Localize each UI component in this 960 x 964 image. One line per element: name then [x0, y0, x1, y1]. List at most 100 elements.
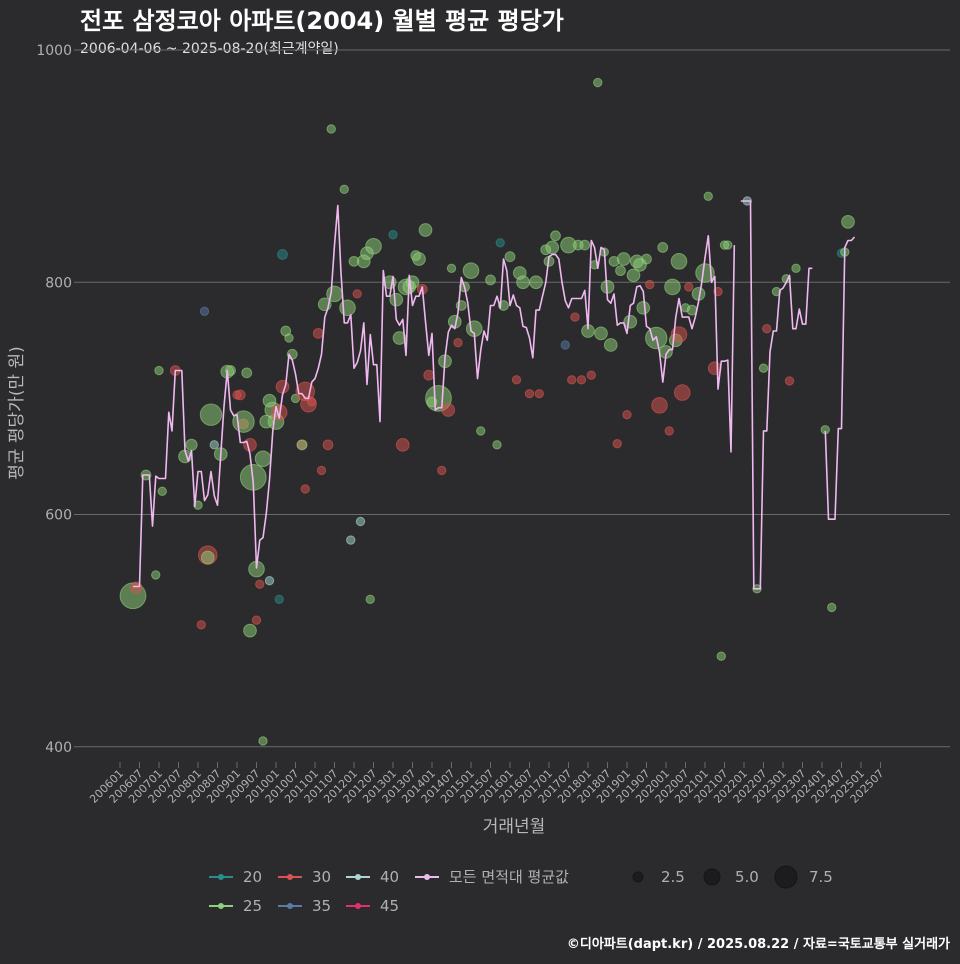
- scatter-point: [673, 384, 691, 401]
- scatter-point: [593, 77, 603, 88]
- scatter-point: [185, 438, 198, 451]
- scatter-point: [241, 367, 253, 379]
- y-tick-label: 400: [45, 740, 72, 756]
- scatter-point: [355, 516, 366, 527]
- scatter-point: [234, 389, 246, 401]
- scatter-point: [623, 314, 638, 329]
- scatter-point: [254, 450, 272, 468]
- scatter-point: [339, 184, 349, 195]
- scatter-point: [612, 439, 622, 449]
- average-line-group: [133, 200, 856, 590]
- scatter-point: [365, 237, 382, 255]
- scatter-point: [784, 376, 795, 386]
- legend-key-dot: [287, 903, 293, 909]
- scatter-points: [119, 77, 855, 746]
- scatter-point: [199, 306, 210, 316]
- scatter-point: [395, 437, 410, 452]
- legend-label: 35: [312, 897, 331, 915]
- scatter-point: [437, 465, 447, 476]
- scatter-point: [576, 375, 587, 385]
- y-axis-label: 평균 평당가(만 원): [7, 346, 27, 480]
- scatter-point: [389, 292, 404, 307]
- scatter-point: [560, 340, 570, 350]
- legend-label: 45: [380, 897, 399, 915]
- scatter-point: [670, 253, 688, 270]
- scatter-point: [516, 275, 530, 290]
- scatter-point: [641, 253, 652, 265]
- scatter-point: [277, 248, 288, 260]
- scatter-point: [567, 375, 577, 385]
- average-line: [133, 204, 736, 588]
- scatter-point: [622, 409, 632, 420]
- scatter-point: [312, 327, 324, 339]
- legend-label: 25: [243, 897, 262, 915]
- legend-label: 30: [312, 868, 331, 886]
- scatter-point: [791, 263, 801, 273]
- scatter-point: [657, 242, 669, 253]
- scatter-point: [594, 326, 608, 341]
- legend-label: 20: [243, 868, 262, 886]
- scatter-point: [453, 337, 463, 348]
- scatter-point: [664, 278, 681, 296]
- average-line: [740, 200, 813, 590]
- y-axis-ticks: 400 600 800 1000: [36, 43, 78, 756]
- scatter-point: [511, 375, 522, 385]
- scatter-point: [196, 620, 206, 630]
- legend-size-circle: [632, 871, 644, 883]
- scatter-point: [157, 486, 167, 496]
- y-tick-label: 600: [45, 508, 72, 524]
- scatter-point: [485, 274, 496, 286]
- scatter-point: [243, 437, 257, 452]
- scatter-point: [723, 240, 733, 250]
- scatter-point: [762, 324, 772, 334]
- scatter-point: [495, 238, 505, 248]
- scatter-point: [275, 379, 290, 394]
- scatter-point: [586, 370, 596, 380]
- scatter-point: [504, 251, 516, 263]
- footer-credit: ©디아파트(dapt.kr) / 2025.08.22 / 자료=국토교통부 실…: [567, 936, 950, 952]
- average-line: [824, 236, 856, 521]
- legend-label: 2.5: [661, 868, 685, 886]
- scatter-point: [199, 403, 223, 426]
- scatter-point: [771, 286, 782, 297]
- y-tick-label: 1000: [36, 43, 72, 59]
- scatter-point: [684, 282, 694, 292]
- scatter-point: [154, 365, 164, 376]
- scatter-point: [300, 484, 310, 494]
- legend-key-dot: [424, 874, 430, 880]
- legend-label: 7.5: [809, 868, 833, 886]
- scatter-point: [626, 268, 641, 283]
- scatter-point: [841, 215, 855, 229]
- scatter-point: [550, 230, 561, 242]
- legend-label: 5.0: [735, 868, 759, 886]
- scatter-point: [664, 426, 674, 436]
- scatter-point: [243, 623, 257, 638]
- legend-label: 40: [380, 868, 399, 886]
- scatter-point: [296, 439, 308, 451]
- scatter-point: [615, 265, 626, 277]
- scatter-point: [392, 331, 407, 345]
- scatter-point: [534, 389, 544, 399]
- scatter-point: [326, 124, 336, 134]
- legend-label: 모든 면적대 평균값: [449, 868, 569, 886]
- y-tick-label: 800: [45, 275, 72, 291]
- legend-key-dot: [287, 874, 293, 880]
- scatter-point: [716, 651, 726, 661]
- scatter-point: [758, 363, 769, 373]
- legend-key-dot: [355, 874, 361, 880]
- scatter-point: [412, 252, 426, 266]
- scatter-point: [307, 397, 317, 407]
- scatter-point: [492, 440, 502, 450]
- scatter-point: [545, 240, 560, 255]
- scatter-point: [388, 229, 398, 240]
- scatter-point: [274, 594, 284, 604]
- chart-subtitle: 2006-04-06 ~ 2025-08-20(최근계약일): [80, 41, 339, 57]
- scatter-point: [322, 439, 334, 451]
- scatter-point: [423, 369, 435, 381]
- scatter-point: [339, 299, 356, 317]
- scatter-point: [651, 397, 668, 414]
- scatter-point: [703, 191, 713, 201]
- scatter-point: [441, 403, 456, 417]
